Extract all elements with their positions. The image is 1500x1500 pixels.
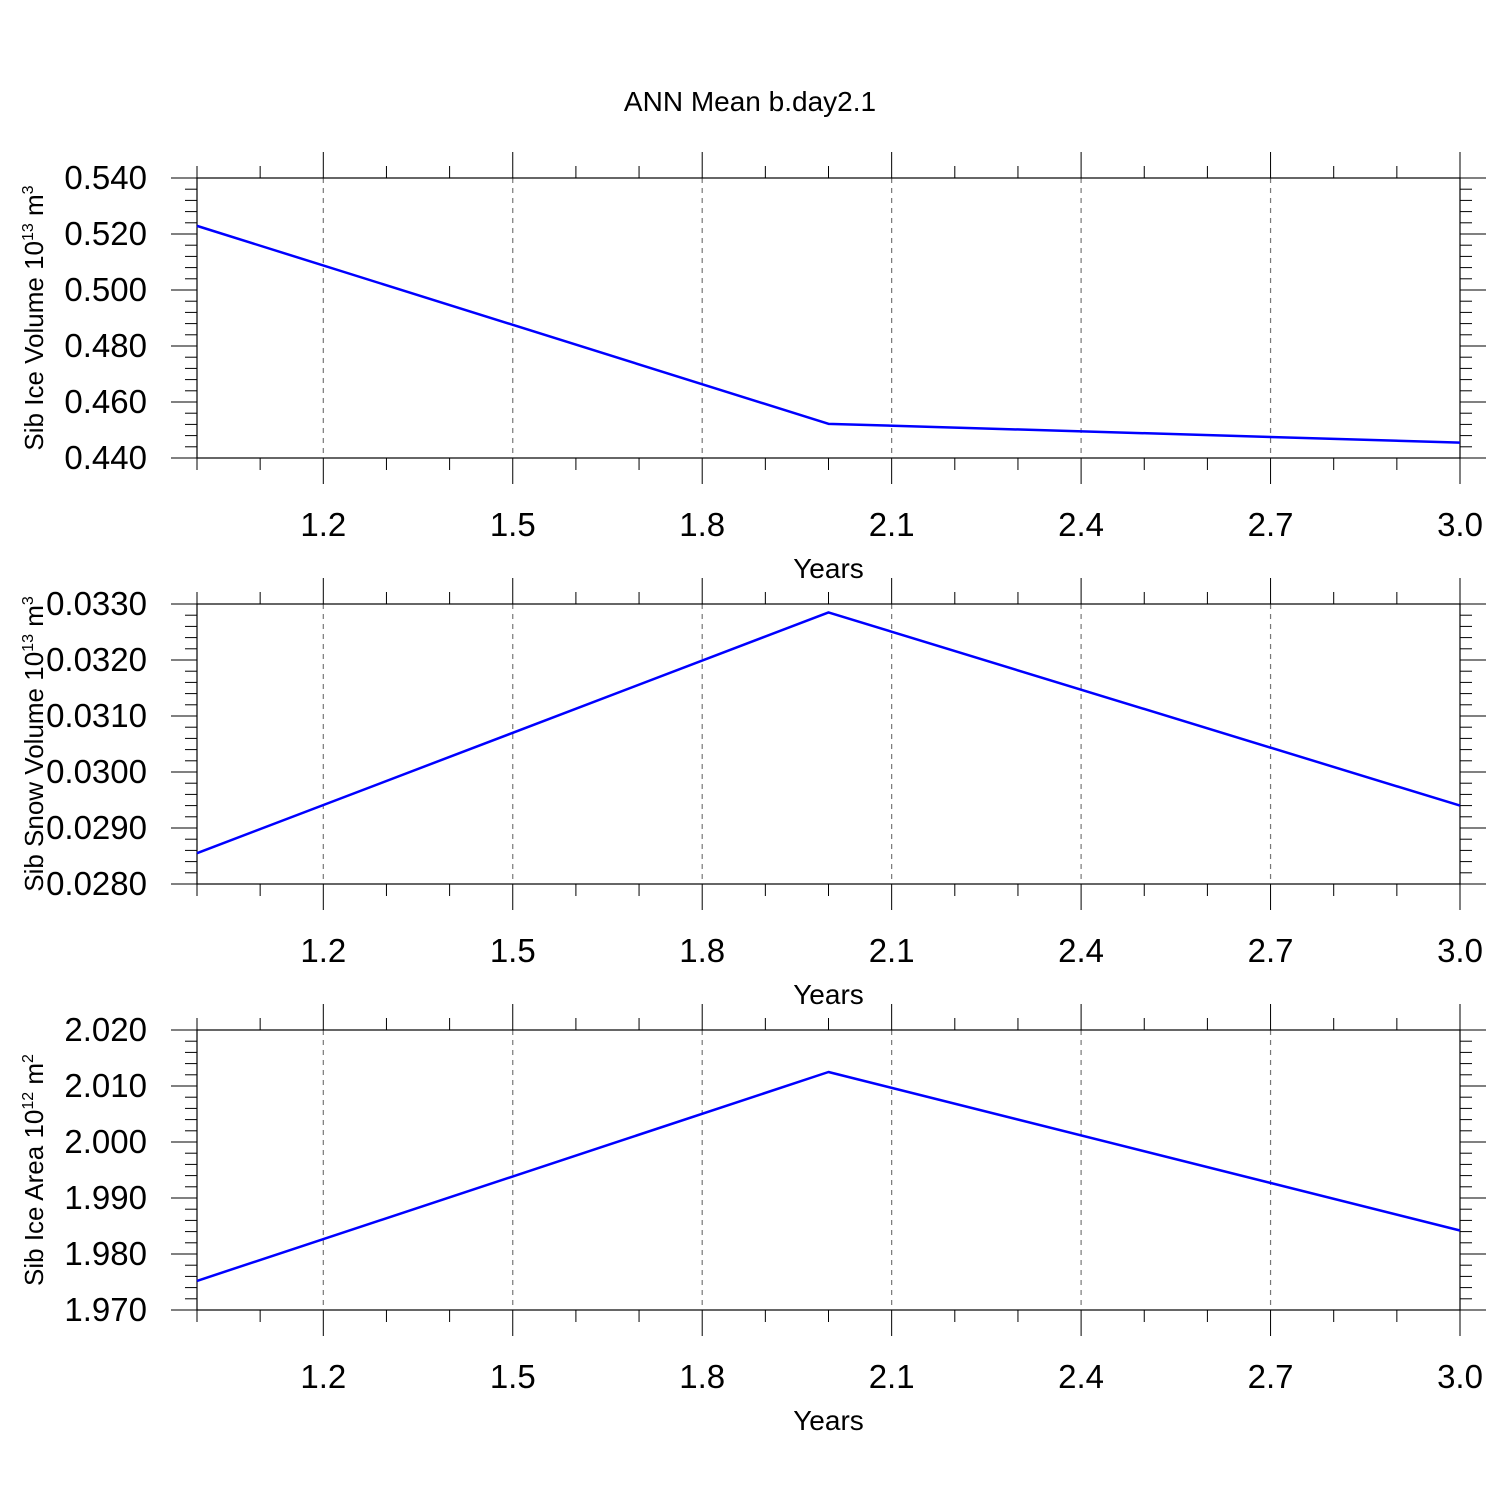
y-axis-label-main: Sib Snow Volume 10 bbox=[19, 652, 49, 892]
y-axis-label-exponent: 13 bbox=[20, 634, 37, 652]
y-tick-label: 0.480 bbox=[64, 327, 147, 364]
y-axis-label-unit: m bbox=[19, 1063, 49, 1092]
x-tick-label: 1.8 bbox=[679, 1358, 725, 1395]
y-axis-label-unit: m bbox=[19, 194, 49, 223]
x-tick-label: 1.5 bbox=[490, 932, 536, 969]
x-tick-label: 1.2 bbox=[300, 1358, 346, 1395]
x-tick-label: 3.0 bbox=[1437, 1358, 1483, 1395]
y-axis-label-main: Sib Ice Area 10 bbox=[19, 1110, 49, 1286]
y-tick-label: 0.0320 bbox=[46, 641, 147, 678]
y-axis-label: Sib Ice Volume 1013 m3 bbox=[19, 185, 49, 450]
x-tick-label: 1.8 bbox=[679, 506, 725, 543]
y-axis-label: Sib Snow Volume 1013 m3 bbox=[19, 596, 49, 892]
x-tick-label: 2.4 bbox=[1058, 506, 1104, 543]
x-tick-label: 2.1 bbox=[869, 506, 915, 543]
y-tick-label: 0.520 bbox=[64, 215, 147, 252]
y-tick-label: 0.460 bbox=[64, 383, 147, 420]
x-axis-label: Years bbox=[793, 1405, 864, 1436]
y-tick-label: 0.500 bbox=[64, 271, 147, 308]
y-tick-label: 0.440 bbox=[64, 439, 147, 476]
panel-3: 1.970 1.980 1.990 2.000 2.010 2.020 1.2 1.5 1.8 2… bbox=[19, 1004, 1486, 1436]
y-tick-label: 0.0290 bbox=[46, 809, 147, 846]
y-axis-label-unit-exponent: 2 bbox=[20, 1054, 37, 1063]
x-tick-label: 1.2 bbox=[300, 506, 346, 543]
x-tick-label: 3.0 bbox=[1437, 506, 1483, 543]
x-axis-label: Years bbox=[793, 553, 864, 584]
y-tick-label: 2.020 bbox=[64, 1011, 147, 1048]
y-axis-label-main: Sib Ice Volume 10 bbox=[19, 241, 49, 451]
y-axis-label-exponent: 13 bbox=[20, 223, 37, 241]
x-tick-label: 3.0 bbox=[1437, 932, 1483, 969]
y-axis-label-unit-exponent: 3 bbox=[20, 185, 37, 194]
x-tick-label: 1.2 bbox=[300, 932, 346, 969]
y-tick-label: 1.980 bbox=[64, 1235, 147, 1272]
x-tick-label: 1.5 bbox=[490, 1358, 536, 1395]
y-axis-label-unit-exponent: 3 bbox=[20, 596, 37, 605]
y-tick-label: 0.0280 bbox=[46, 865, 147, 902]
y-tick-label: 0.0300 bbox=[46, 753, 147, 790]
y-axis-label-exponent: 12 bbox=[20, 1092, 37, 1110]
x-axis-label: Years bbox=[793, 979, 864, 1010]
y-tick-label: 1.990 bbox=[64, 1179, 147, 1216]
x-tick-label: 2.4 bbox=[1058, 932, 1104, 969]
x-tick-label: 2.7 bbox=[1248, 932, 1294, 969]
x-tick-label: 2.7 bbox=[1248, 506, 1294, 543]
x-tick-label: 2.1 bbox=[869, 1358, 915, 1395]
y-axis-label: Sib Ice Area 1012 m2 bbox=[19, 1054, 49, 1286]
panel-2: 0.0280 0.0290 0.0300 0.0310 0.0320 0.0330 1.2 1… bbox=[19, 578, 1486, 1010]
y-tick-label: 1.970 bbox=[64, 1291, 147, 1328]
panel-1: 0.440 0.460 0.480 0.500 0.520 0.540 1.2 1.5 1.8 2… bbox=[19, 152, 1486, 584]
x-tick-label: 2.4 bbox=[1058, 1358, 1104, 1395]
y-tick-label: 2.010 bbox=[64, 1067, 147, 1104]
y-tick-label: 0.540 bbox=[64, 159, 147, 196]
x-tick-label: 2.1 bbox=[869, 932, 915, 969]
x-tick-label: 1.5 bbox=[490, 506, 536, 543]
y-tick-label: 2.000 bbox=[64, 1123, 147, 1160]
y-tick-label: 0.0310 bbox=[46, 697, 147, 734]
y-tick-label: 0.0330 bbox=[46, 585, 147, 622]
y-axis-label-unit: m bbox=[19, 605, 49, 634]
x-tick-label: 2.7 bbox=[1248, 1358, 1294, 1395]
x-tick-label: 1.8 bbox=[679, 932, 725, 969]
